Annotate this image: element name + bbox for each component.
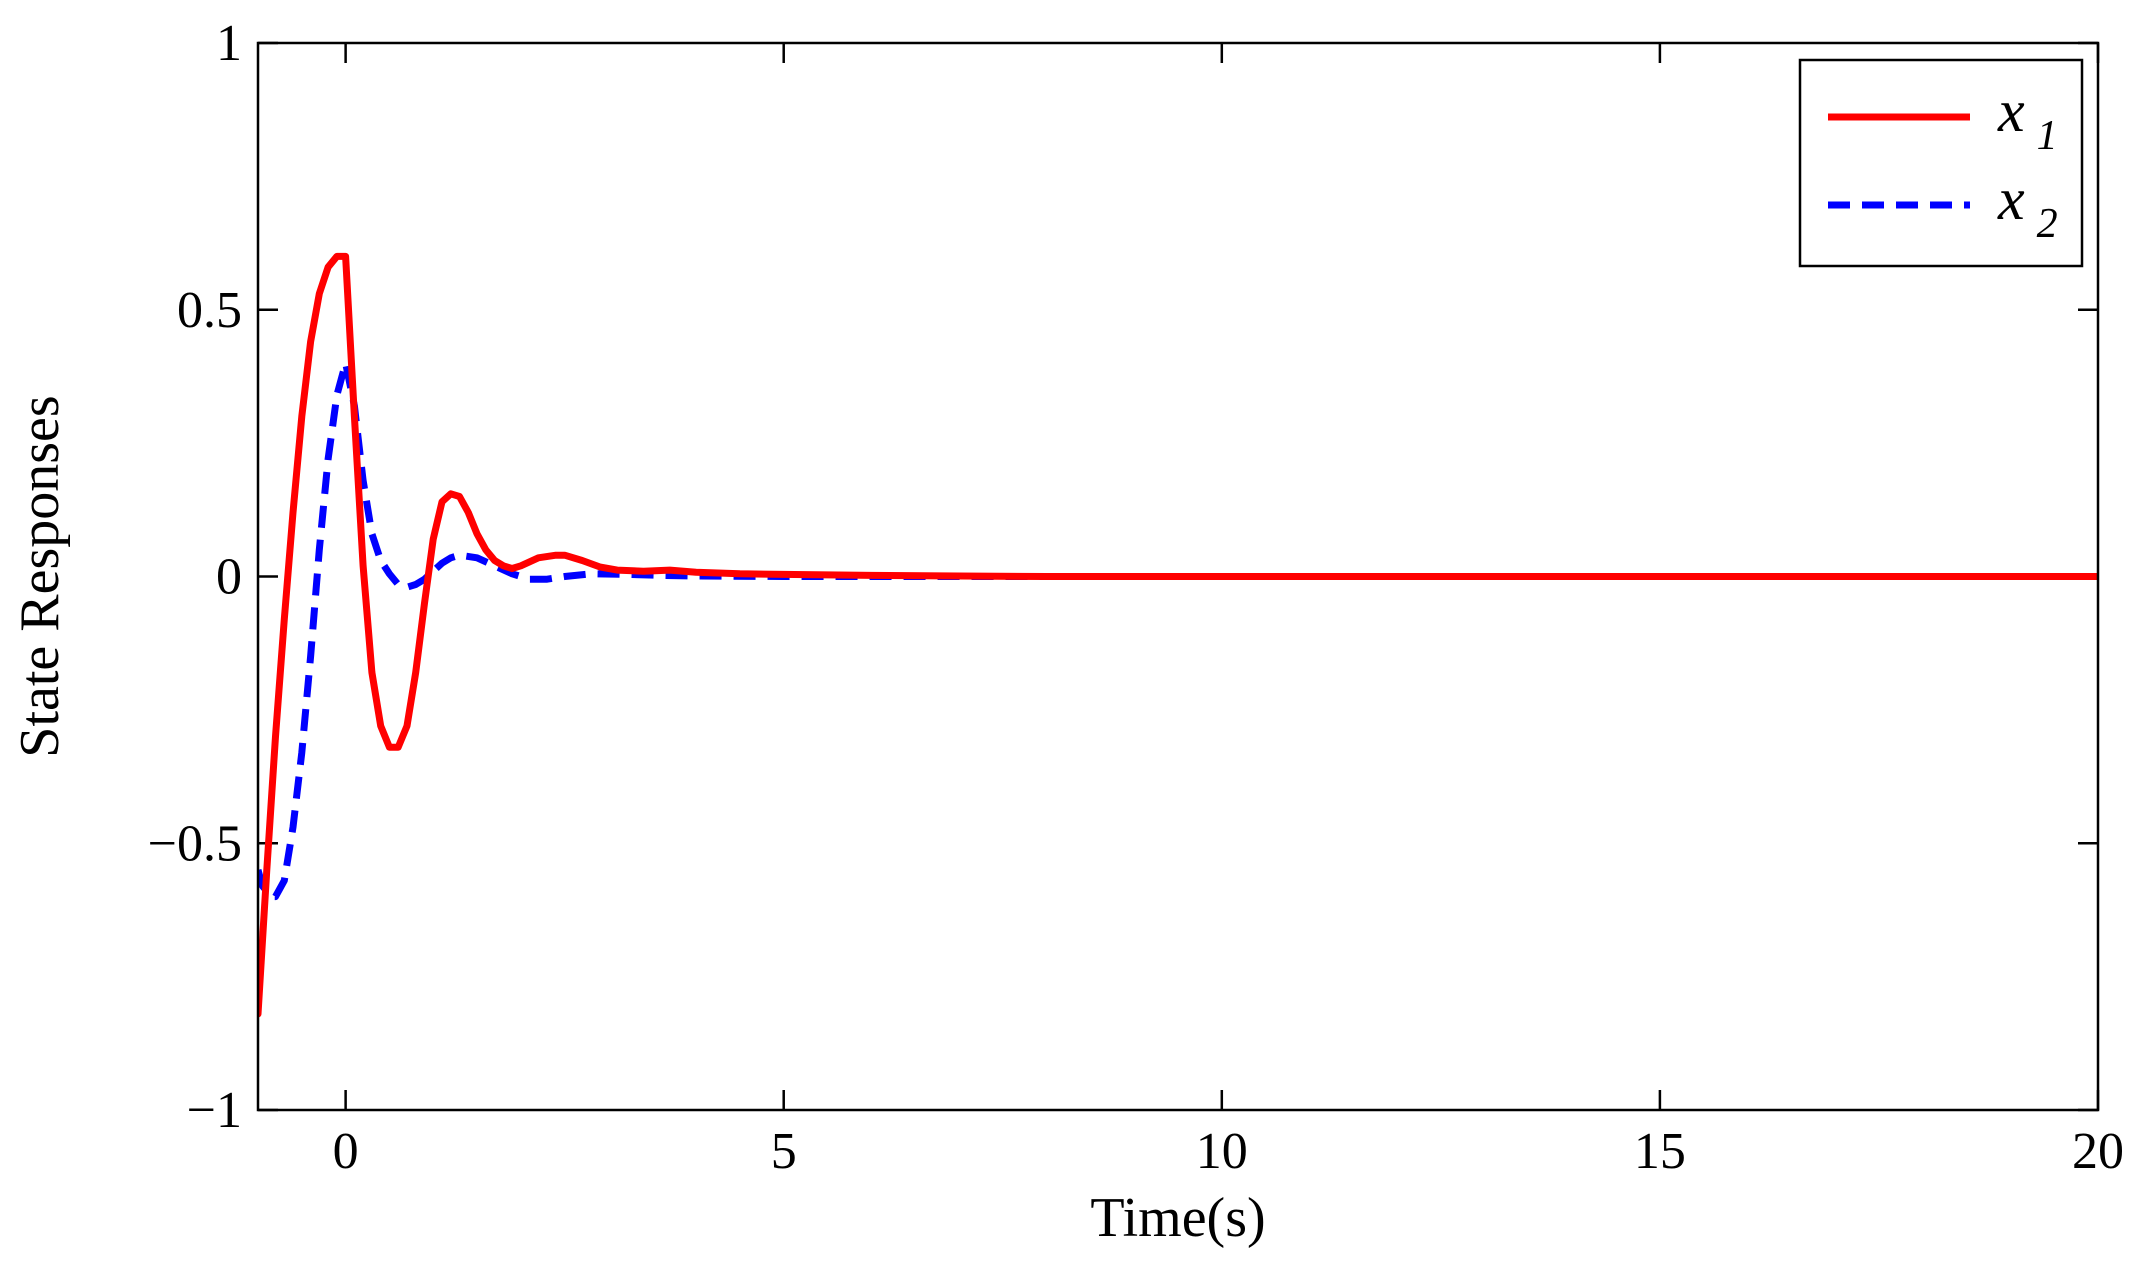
legend-label-subscript: 2 — [2037, 201, 2058, 247]
legend-box — [1798, 58, 2084, 268]
legend-label-main: x — [1997, 78, 2025, 144]
x-tick-label: 0 — [333, 1123, 359, 1180]
y-tick-label: 0.5 — [177, 282, 242, 339]
plot-frame — [256, 41, 2100, 1112]
x-tick-label: 10 — [1196, 1123, 1248, 1180]
y-tick-label: −1 — [187, 1082, 242, 1139]
x-tick-label: 20 — [2072, 1123, 2124, 1180]
legend: x 1x 2 — [1798, 58, 2084, 268]
x-tick-label: 5 — [771, 1123, 797, 1180]
x-tick-label: 15 — [1634, 1123, 1686, 1180]
series-line-x1 — [258, 252, 2098, 1018]
y-tick-label: 1 — [216, 15, 242, 72]
tick-labels: 0 5 10 15 20 −1 −0.5 0 0.5 1 — [148, 15, 2124, 1180]
series-group — [258, 252, 2098, 1018]
y-tick-label: −0.5 — [148, 815, 242, 872]
series-line-x2 — [258, 359, 2098, 901]
y-tick-label: 0 — [216, 549, 242, 606]
y-axis-label: State Responses — [9, 395, 71, 757]
legend-label-main: x — [1997, 166, 2025, 232]
legend-label-subscript: 1 — [2037, 113, 2058, 159]
x-axis-label: Time(s) — [1090, 1187, 1265, 1249]
